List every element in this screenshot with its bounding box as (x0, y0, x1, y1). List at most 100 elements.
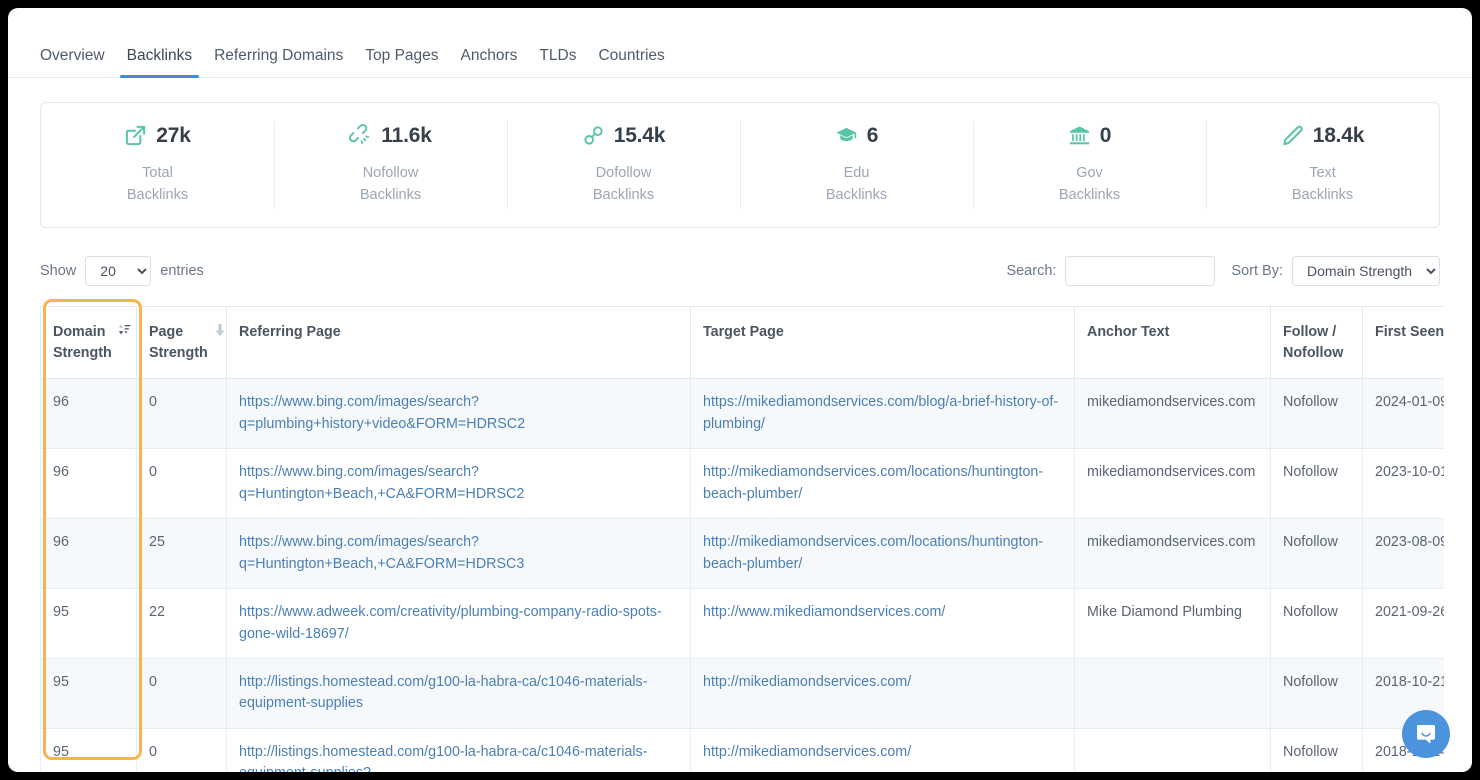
stat-value: 0 (1099, 123, 1112, 147)
search-label: Search: (1006, 263, 1057, 279)
target-page-link[interactable]: http://mikediamondservices.com/ (703, 743, 912, 760)
cell-first-seen: 2021-09-26 (1362, 588, 1444, 659)
pencil-icon (1281, 124, 1304, 147)
stat-label: Total Backlinks (127, 162, 188, 207)
cell-referring-page: https://www.bing.com/images/search?q=Hun… (226, 518, 691, 590)
table-body: 96 0 https://www.bing.com/images/search?… (40, 378, 1444, 772)
cell-target-page: http://mikediamondservices.com/ (690, 727, 1075, 772)
sort-arrow-down-icon (214, 322, 227, 337)
stat-label-line1: Edu (843, 164, 870, 181)
stat-label-line1: Dofollow (595, 164, 652, 181)
col-header-page-strength[interactable]: Page Strength (136, 306, 227, 380)
stat-label: Gov Backlinks (1059, 162, 1120, 207)
stat-top: 11.6k (349, 123, 432, 148)
chat-launcher-button[interactable] (1402, 710, 1450, 758)
col-header-follow-nofollow[interactable]: Follow / Nofollow (1270, 306, 1363, 380)
tab-overview[interactable]: Overview (40, 46, 105, 64)
stat-label-line1: Gov (1076, 164, 1103, 181)
target-page-link[interactable]: http://mikediamondservices.com/locations… (703, 534, 1044, 572)
stat-value: 11.6k (381, 123, 432, 147)
referring-page-link[interactable]: https://www.bing.com/images/search?q=Hun… (239, 534, 525, 572)
stat-top: 0 (1068, 124, 1111, 148)
broken-link-icon (349, 124, 372, 147)
search-input[interactable] (1065, 256, 1216, 286)
entries-per-page-select[interactable]: 201050100 (85, 256, 152, 286)
show-entries-group: Show 201050100 entries (40, 256, 204, 286)
col-header-anchor-text[interactable]: Anchor Text (1074, 306, 1271, 380)
sort-by-label: Sort By: (1231, 263, 1283, 279)
col-header-first-seen[interactable]: First Seen (1362, 306, 1444, 380)
stat-label: Dofollow Backlinks (593, 162, 654, 207)
stat-label-line2: Backlinks (1291, 187, 1354, 203)
referring-page-link[interactable]: http://listings.homestead.com/g100-la-ha… (239, 673, 648, 712)
cell-anchor-text: mikediamondservices.com (1074, 518, 1271, 590)
cell-follow: Nofollow (1270, 378, 1363, 450)
backlinks-table-container: Domain Strength (40, 306, 1444, 772)
stat-edu-backlinks: 6 Edu Backlinks (740, 103, 973, 227)
cell-referring-page: https://www.adweek.com/creativity/plumbi… (226, 588, 691, 659)
tab-referring-domains[interactable]: Referring Domains (214, 46, 344, 64)
referring-page-link[interactable]: https://www.bing.com/images/search?q=plu… (239, 394, 526, 432)
stat-text-backlinks: 18.4k Text Backlinks (1206, 103, 1439, 227)
stat-label-line2: Backlinks (126, 187, 189, 203)
target-page-link[interactable]: https://mikediamondservices.com/blog/a-b… (703, 394, 1059, 432)
tab-countries[interactable]: Countries (598, 46, 665, 64)
graduation-cap-icon (835, 124, 858, 147)
entries-label: entries (160, 263, 204, 279)
cell-anchor-text: mikediamondservices.com (1074, 378, 1271, 450)
stat-value: 6 (866, 123, 879, 147)
cell-anchor-text (1074, 657, 1271, 729)
referring-page-link[interactable]: https://www.adweek.com/creativity/plumbi… (239, 604, 662, 642)
stat-top: 27k (124, 124, 191, 148)
cell-page-strength: 25 (136, 518, 227, 590)
cell-first-seen: 2024-01-09 (1362, 378, 1444, 450)
col-header-referring-page[interactable]: Referring Page (226, 306, 691, 380)
cell-first-seen: 2023-08-09 (1362, 518, 1444, 590)
stat-value: 15.4k (613, 123, 666, 147)
cell-domain-strength: 95 (40, 588, 137, 659)
cell-domain-strength: 96 (40, 448, 137, 520)
bank-icon (1068, 124, 1091, 147)
search-group: Search: (1006, 256, 1216, 286)
cell-referring-page: https://www.bing.com/images/search?q=plu… (226, 378, 691, 450)
tab-top-pages[interactable]: Top Pages (365, 46, 439, 64)
tab-tlds[interactable]: TLDs (539, 46, 577, 64)
col-header-label: First Seen (1375, 324, 1444, 340)
cell-target-page: https://mikediamondservices.com/blog/a-b… (690, 378, 1075, 450)
stat-label-line2: Backlinks (1058, 187, 1121, 203)
target-page-link[interactable]: http://www.mikediamondservices.com/ (703, 604, 946, 621)
col-header-label: Domain Strength (53, 324, 112, 361)
tab-anchors[interactable]: Anchors (460, 46, 518, 64)
stat-label: Edu Backlinks (826, 162, 887, 207)
col-header-target-page[interactable]: Target Page (690, 306, 1075, 380)
cell-target-page: http://mikediamondservices.com/locations… (690, 448, 1075, 520)
tab-bar: Overview Backlinks Referring Domains Top… (8, 8, 1472, 78)
cell-follow: Nofollow (1270, 657, 1363, 729)
target-page-link[interactable]: http://mikediamondservices.com/ (703, 673, 912, 690)
cell-follow: Nofollow (1270, 448, 1363, 520)
cell-referring-page: https://www.bing.com/images/search?q=Hun… (226, 448, 691, 520)
table-header-row: Domain Strength (40, 306, 1444, 380)
stat-label-line1: Total (142, 164, 173, 181)
tab-backlinks[interactable]: Backlinks (116, 47, 203, 78)
col-header-domain-strength[interactable]: Domain Strength (40, 306, 137, 380)
referring-page-link[interactable]: https://www.bing.com/images/search?q=Hun… (239, 464, 525, 502)
cell-referring-page: http://listings.homestead.com/g100-la-ha… (226, 657, 691, 729)
col-header-label: Target Page (703, 324, 784, 340)
stat-total-backlinks: 27k Total Backlinks (41, 103, 274, 227)
table-row: 96 0 https://www.bing.com/images/search?… (40, 378, 1444, 450)
backlinks-table: Domain Strength (40, 306, 1444, 772)
cell-anchor-text: mikediamondservices.com (1074, 448, 1271, 520)
cell-referring-page: http://listings.homestead.com/g100-la-ha… (226, 727, 691, 772)
cell-domain-strength: 96 (40, 378, 137, 450)
stat-value: 18.4k (1312, 123, 1365, 147)
cell-follow: Nofollow (1270, 588, 1363, 659)
show-label: Show (40, 263, 77, 279)
referring-page-link[interactable]: http://listings.homestead.com/g100-la-ha… (239, 743, 648, 772)
col-header-label: Follow / Nofollow (1283, 324, 1344, 361)
table-row: 95 22 https://www.adweek.com/creativity/… (40, 588, 1444, 659)
target-page-link[interactable]: http://mikediamondservices.com/locations… (703, 464, 1044, 502)
cell-domain-strength: 95 (40, 727, 137, 772)
sort-descending-icon (118, 322, 131, 336)
